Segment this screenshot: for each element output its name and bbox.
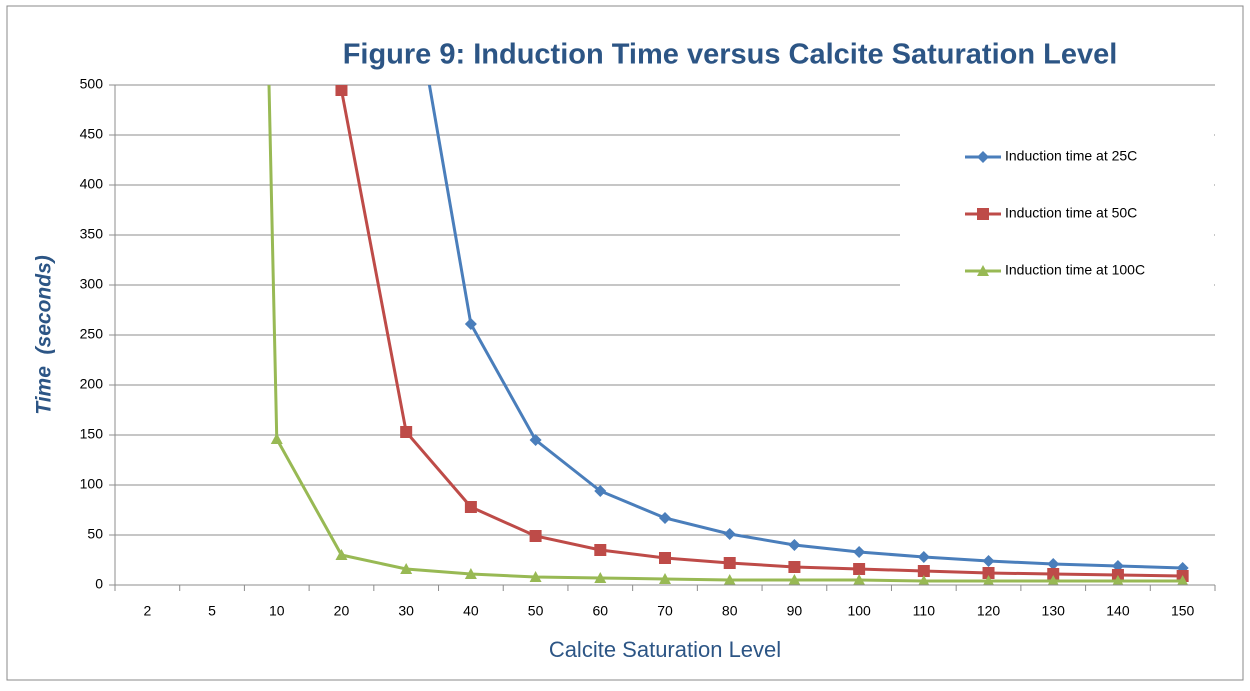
marker <box>659 512 671 524</box>
x-tick-label: 70 <box>657 603 673 619</box>
marker <box>594 572 607 583</box>
x-tick-label: 20 <box>334 603 350 619</box>
x-axis-label: Calcite Saturation Level <box>549 637 781 662</box>
y-tick-label: 50 <box>87 526 103 542</box>
marker <box>918 575 930 585</box>
marker <box>1047 568 1060 580</box>
marker <box>659 573 671 584</box>
y-tick-label: 300 <box>80 276 104 292</box>
marker <box>788 561 801 573</box>
series-line <box>339 89 1183 578</box>
marker <box>977 151 989 163</box>
marker <box>853 563 866 575</box>
x-tick-label: 30 <box>398 603 414 619</box>
series-line <box>267 85 1183 583</box>
marker <box>464 568 477 579</box>
x-tick-label: 150 <box>1171 603 1195 619</box>
y-tick-label: 400 <box>80 176 104 192</box>
marker <box>335 85 348 96</box>
marker <box>917 551 930 563</box>
y-tick-label: 350 <box>80 226 104 242</box>
x-tick-label: 90 <box>787 603 803 619</box>
marker <box>1177 575 1189 585</box>
marker <box>1047 575 1059 585</box>
marker <box>400 563 413 574</box>
legend-area <box>900 110 1214 296</box>
x-tick-label: 110 <box>913 603 936 619</box>
marker <box>788 574 801 585</box>
marker <box>853 574 866 585</box>
marker <box>917 565 930 577</box>
marker <box>1047 558 1060 570</box>
legend-label: Induction time at 100C <box>1005 262 1145 278</box>
marker <box>977 265 989 276</box>
y-tick-label: 100 <box>80 476 104 492</box>
marker <box>464 501 477 513</box>
x-tick-label: 120 <box>977 603 1001 619</box>
legend-background <box>900 110 1214 296</box>
x-tick-label: 10 <box>269 603 285 619</box>
x-tick-label: 100 <box>847 603 871 619</box>
marker <box>788 539 801 551</box>
y-tick-label: 150 <box>80 426 104 442</box>
x-tick-label: 2 <box>143 603 151 619</box>
y-tick-label: 250 <box>80 326 104 342</box>
y-axis-label: Time (seconds) <box>33 255 56 415</box>
marker <box>1112 575 1124 585</box>
legend-label: Induction time at 25C <box>1005 148 1137 164</box>
marker <box>982 555 995 567</box>
y-tick-label: 500 <box>80 76 104 92</box>
chart-title: Figure 9: Induction Time versus Calcite … <box>343 39 1118 71</box>
marker <box>853 546 866 558</box>
plot-area <box>267 85 1189 585</box>
marker <box>723 574 736 585</box>
x-tick-label: 5 <box>208 603 216 619</box>
marker <box>659 552 671 564</box>
marker <box>270 433 283 444</box>
marker <box>983 575 994 585</box>
marker <box>464 318 477 330</box>
x-tick-label: 130 <box>1042 603 1066 619</box>
marker <box>529 530 542 542</box>
marker <box>594 544 607 556</box>
axes: 0 50 100 150 200 250 300 350 400 450 500 2 5 10 20 30 40… <box>80 76 1216 619</box>
marker <box>723 528 736 540</box>
y-tick-label: 450 <box>80 126 104 142</box>
marker <box>529 571 542 582</box>
marker <box>335 549 348 560</box>
y-tick-label: 200 <box>80 376 104 392</box>
marker <box>529 434 542 446</box>
y-tick-label: 0 <box>95 576 103 592</box>
marker <box>977 208 989 220</box>
marker <box>982 567 995 579</box>
x-tick-label: 60 <box>593 603 609 619</box>
x-tick-label: 80 <box>722 603 738 619</box>
x-tick-label: 50 <box>528 603 544 619</box>
x-tick-label: 40 <box>463 603 479 619</box>
marker <box>400 426 413 438</box>
legend: Induction time at 25C Induction time at 5… <box>965 148 1145 278</box>
x-tick-label: 140 <box>1106 603 1130 619</box>
marker <box>594 485 607 497</box>
legend-label: Induction time at 50C <box>1005 205 1137 221</box>
marker <box>723 557 736 569</box>
